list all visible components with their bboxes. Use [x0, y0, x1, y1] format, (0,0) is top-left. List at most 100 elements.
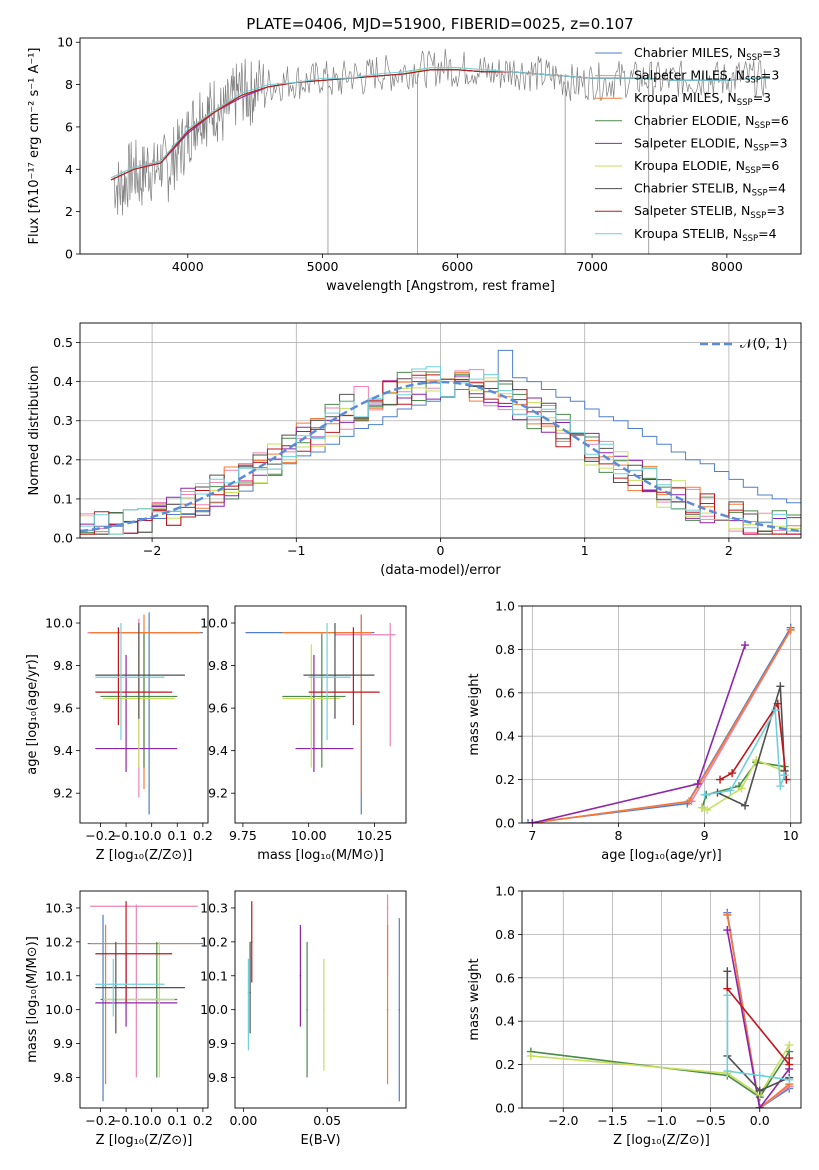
data-point [104, 942, 107, 945]
plus-marker [726, 786, 735, 795]
y-tick-label: 9.4 [53, 743, 73, 758]
plot-area [110, 48, 770, 254]
histogram-step-4 [80, 375, 801, 535]
x-axis-label: age [log₁₀(age/yr)] [601, 848, 722, 863]
y-tick-label: 9.4 [208, 743, 228, 758]
y-axis-label: Flux [fλ10⁻¹⁷ erg cm⁻² s⁻¹ A⁻¹] [27, 48, 42, 245]
axes-frame [234, 890, 407, 1109]
plus-marker [723, 1067, 732, 1076]
weight-line-8 [726, 995, 790, 1081]
plus-marker [741, 641, 750, 650]
plus-marker [755, 1071, 764, 1080]
legend-label: Kroupa STELIB, NSSP=4 [634, 226, 777, 244]
legend-label: Kroupa ELODIE, NSSP=6 [634, 158, 779, 176]
x-tick-label: 0.0 [142, 1113, 162, 1128]
y-tick-label: 9.2 [53, 786, 73, 801]
plus-marker [776, 782, 785, 791]
x-tick-label: −0.5 [695, 1113, 725, 1128]
plot-area [245, 614, 396, 815]
y-tick-label: 9.9 [208, 1036, 228, 1051]
data-point [386, 1008, 389, 1011]
plus-marker [723, 967, 732, 976]
x-tick-label: 0.00 [229, 1113, 257, 1128]
x-tick-label: 7 [528, 828, 536, 843]
plus-marker [693, 779, 702, 788]
plus-marker [737, 784, 746, 793]
y-tick-label: 1.0 [495, 599, 515, 614]
plus-marker [773, 699, 782, 708]
normal-reference-curve [80, 380, 801, 533]
axes-frame [79, 322, 802, 539]
y-tick-label: 10.2 [200, 934, 228, 949]
x-axis-label: E(B-V) [300, 1133, 340, 1148]
y-tick-label: 0 [65, 247, 73, 262]
plot-area [80, 349, 801, 535]
plus-marker [785, 1054, 794, 1063]
x-tick-label: 1 [581, 543, 589, 558]
plus-marker [755, 1104, 764, 1108]
axes-frame [79, 605, 209, 824]
plus-marker [728, 769, 737, 778]
x-tick-label: 4000 [172, 259, 204, 274]
data-point [115, 986, 117, 989]
data-point [313, 747, 315, 750]
data-point [112, 983, 115, 986]
plus-marker [741, 801, 750, 810]
plus-marker [528, 819, 537, 823]
y-tick-label: 0.4 [53, 374, 73, 389]
plus-marker [703, 805, 712, 814]
data-point [299, 974, 302, 977]
data-point [250, 941, 253, 943]
axes-frame [79, 37, 802, 255]
legend-label: Salpeter ELODIE, NSSP=3 [634, 135, 788, 153]
plus-marker [755, 1086, 764, 1095]
data-point [326, 676, 328, 679]
x-tick-label: 10 [783, 828, 799, 843]
plus-marker [771, 706, 780, 715]
panel-spectrum: 4000 5000 6000 7000 8000 0 2 4 6 8 10 wavelength [A… [27, 35, 802, 294]
y-tick-label: 0.8 [495, 927, 515, 942]
y-tick-label: 0.3 [53, 413, 73, 428]
axes-frame [234, 605, 407, 824]
plus-marker [700, 790, 709, 799]
model-line-8 [110, 67, 770, 179]
y-tick-label: 0.5 [53, 335, 73, 350]
data-point [389, 633, 392, 636]
x-tick-label: −1.5 [597, 1113, 627, 1128]
data-point [310, 697, 313, 700]
plot-area [87, 901, 203, 1102]
plus-marker [776, 682, 785, 691]
plot-area [247, 894, 401, 1102]
data-point [117, 691, 120, 693]
x-tick-label: 8 [614, 828, 622, 843]
y-tick-label: 10.3 [45, 900, 73, 915]
x-tick-label: −2 [143, 543, 161, 558]
y-tick-label: 8 [65, 77, 73, 92]
y-tick-label: 0.4 [495, 1014, 515, 1029]
y-tick-label: 0.6 [495, 685, 515, 700]
y-tick-label: 0.4 [495, 729, 515, 744]
y-tick-label: 10 [57, 35, 73, 50]
data-point [138, 674, 140, 676]
x-tick-label: 10.25 [357, 828, 393, 843]
y-tick-label: 0.2 [53, 452, 73, 467]
y-tick-label: 0.0 [495, 1101, 515, 1116]
x-axis-label: Z [log₁₀(Z/Z⊙)] [613, 1133, 710, 1148]
plus-marker [780, 771, 789, 780]
y-axis-label: mass weight [467, 673, 482, 755]
x-axis-label: Z [log₁₀(Z/Z⊙)] [96, 1133, 193, 1148]
panel-residuals: −2 −1 0 1 2 0.0 0.1 0.2 0.3 0.4 0.5 (data-model)/er… [27, 322, 802, 578]
x-tick-label: 0 [437, 543, 445, 558]
legend-label: Salpeter STELIB, NSSP=3 [634, 203, 785, 221]
axes-frame [521, 605, 802, 824]
data-point [352, 691, 355, 693]
data-point [247, 991, 250, 994]
legend-label: Kroupa MILES, NSSP=3 [634, 90, 771, 108]
data-point [398, 1008, 401, 1011]
x-tick-label: 5000 [307, 259, 339, 274]
x-tick-label: −0.2 [85, 1113, 115, 1128]
figure-title: PLATE=0406, MJD=51900, FIBERID=0025, z=0… [246, 15, 633, 33]
y-tick-label: 0.2 [495, 772, 515, 787]
y-tick-label: 9.8 [53, 1070, 73, 1085]
x-tick-label: −0.1 [111, 1113, 141, 1128]
